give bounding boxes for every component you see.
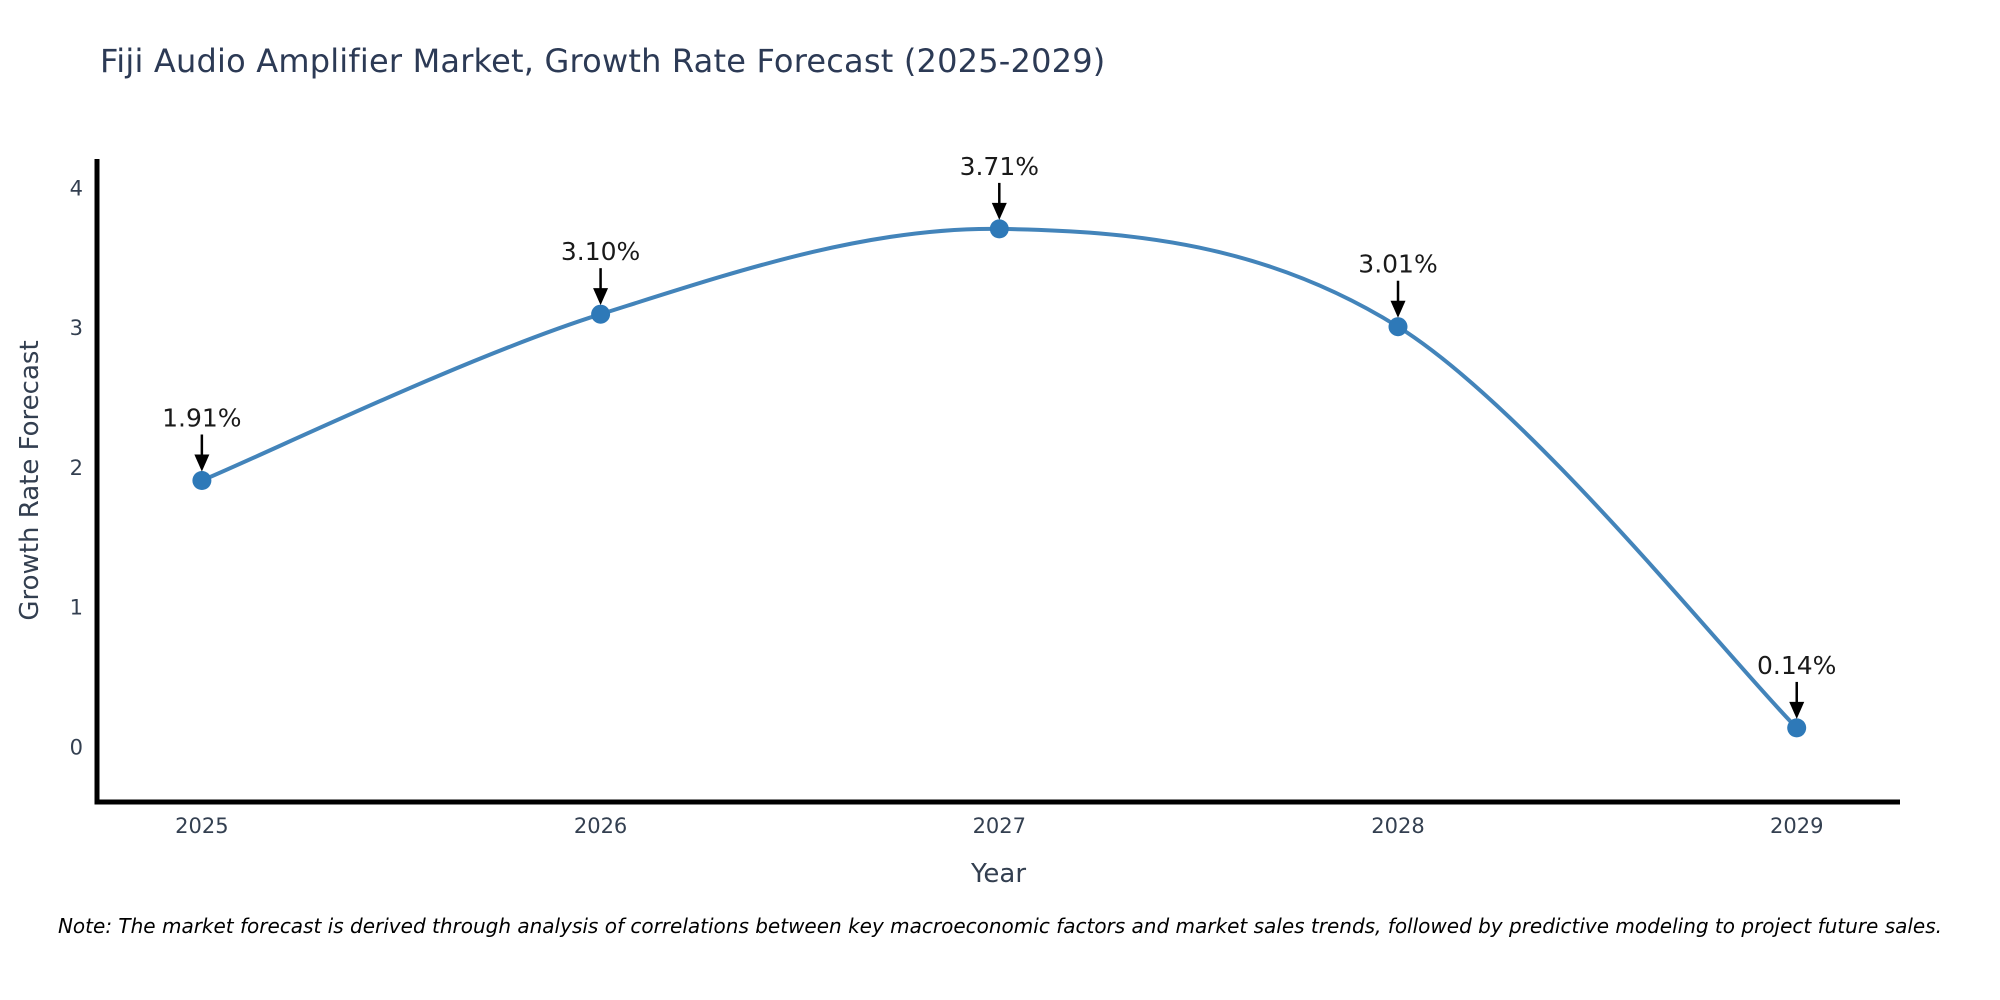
annotation-arrow-head	[1390, 300, 1406, 318]
point-label: 3.71%	[960, 152, 1039, 181]
point-label: 3.01%	[1358, 250, 1437, 279]
point-label: 3.10%	[561, 237, 640, 266]
y-tick-label: 2	[70, 456, 83, 480]
y-tick-label: 0	[70, 735, 83, 759]
x-tick-label: 2027	[973, 814, 1026, 838]
y-tick-label: 3	[70, 316, 83, 340]
data-point-2028	[1388, 317, 1408, 337]
data-point-2027	[989, 219, 1009, 239]
annotation-arrow-head	[593, 288, 609, 306]
data-point-2026	[591, 304, 611, 324]
y-axis-title: Growth Rate Forecast	[15, 340, 45, 620]
annotation-arrow-head	[991, 202, 1007, 220]
y-tick-label: 4	[70, 176, 83, 200]
point-label: 1.91%	[162, 404, 241, 433]
forecast-line	[199, 226, 1799, 730]
annotation-arrow-head	[194, 454, 210, 472]
x-tick-label: 2029	[1770, 814, 1823, 838]
footnote: Note: The market forecast is derived thr…	[57, 914, 1943, 938]
annotation-arrow-head	[1789, 701, 1805, 719]
chart-title: Fiji Audio Amplifier Market, Growth Rate…	[100, 42, 1106, 80]
data-point-2029	[1787, 718, 1807, 738]
x-tick-label: 2028	[1371, 814, 1424, 838]
y-tick-label: 1	[70, 596, 83, 620]
x-axis-title: Year	[970, 859, 1026, 889]
point-label: 0.14%	[1757, 651, 1836, 680]
x-tick-label: 2026	[574, 814, 627, 838]
x-tick-label: 2025	[175, 814, 228, 838]
data-point-2025	[192, 471, 212, 490]
